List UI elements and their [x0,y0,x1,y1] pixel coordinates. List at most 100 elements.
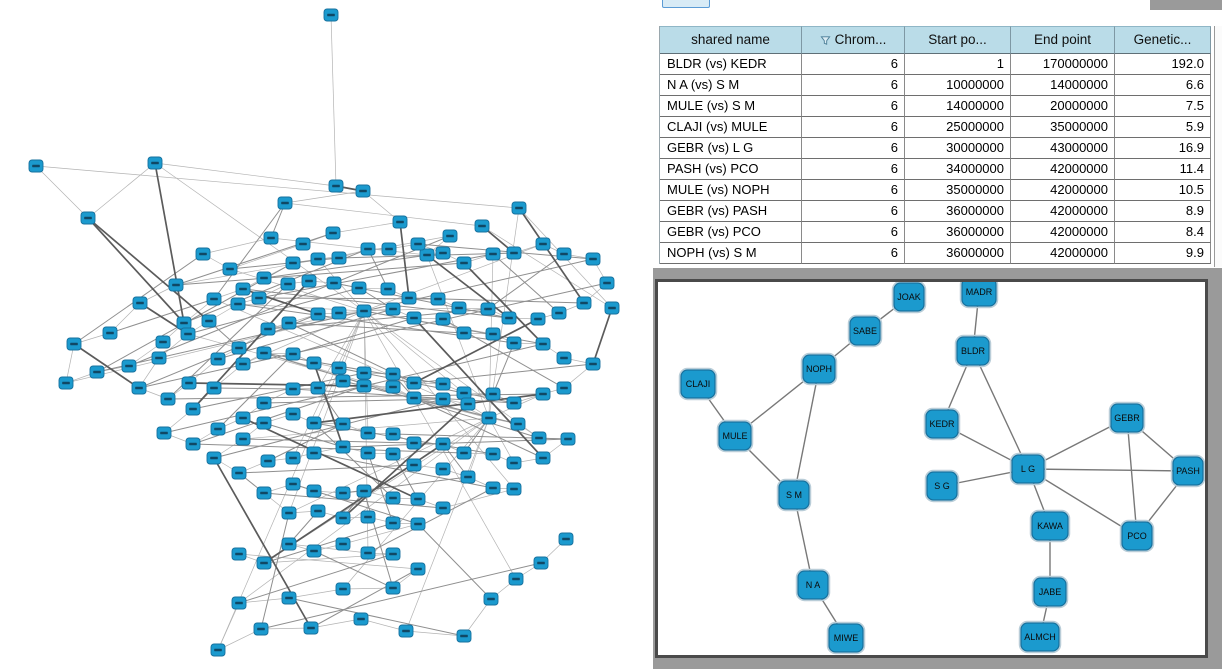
network-node[interactable] [531,431,547,445]
network-node[interactable] [410,517,426,531]
network-node[interactable] [360,446,376,460]
network-node[interactable] [331,361,347,375]
network-node[interactable] [535,451,551,465]
network-node[interactable] [385,491,401,505]
network-node[interactable] [210,422,226,436]
network-node[interactable] [281,506,297,520]
network-node[interactable] [335,417,351,431]
network-node[interactable] [253,622,269,636]
network-node[interactable] [335,486,351,500]
network-node[interactable] [419,248,435,262]
table-row[interactable]: BLDR (vs) KEDR 6 1 170000000 192.0 [660,54,1212,75]
network-node[interactable] [256,396,272,410]
network-node[interactable] [310,381,326,395]
network-node[interactable] [285,477,301,491]
network-node[interactable] [235,282,251,296]
network-node[interactable] [356,304,372,318]
network-node[interactable] [576,296,592,310]
network-node[interactable] [335,440,351,454]
network-node[interactable] [501,311,517,325]
network-node[interactable] [410,562,426,576]
network-node[interactable] [435,246,451,260]
network-node-n-a[interactable]: N A [795,568,831,602]
network-node[interactable] [485,247,501,261]
network-node-noph[interactable]: NOPH [800,352,838,386]
network-node[interactable] [231,596,247,610]
network-node-s-g[interactable]: S G [924,469,960,503]
network-node[interactable] [121,359,137,373]
network-node[interactable] [385,516,401,530]
network-node[interactable] [310,252,326,266]
network-node[interactable] [306,544,322,558]
network-node[interactable] [310,307,326,321]
network-node[interactable] [206,381,222,395]
network-node-bldr[interactable]: BLDR [954,334,992,368]
network-node[interactable] [281,591,297,605]
network-node[interactable] [380,282,396,296]
network-node[interactable] [410,492,426,506]
network-node[interactable] [180,327,196,341]
network-node[interactable] [406,391,422,405]
network-node[interactable] [435,462,451,476]
network-node[interactable] [155,335,171,349]
network-node[interactable] [206,292,222,306]
column-header-end-point[interactable]: End point [1011,26,1115,54]
network-node[interactable] [585,252,601,266]
network-node[interactable] [451,301,467,315]
network-node[interactable] [195,247,211,261]
network-node[interactable] [485,387,501,401]
network-node-l-g[interactable]: L G [1009,452,1047,486]
network-node[interactable] [147,156,163,170]
network-node[interactable] [474,219,490,233]
column-header-chrom[interactable]: Chrom... [802,26,905,54]
network-node[interactable] [406,458,422,472]
network-node[interactable] [256,416,272,430]
table-scrollbar[interactable] [1214,26,1222,267]
network-node[interactable] [325,226,341,240]
network-node[interactable] [460,397,476,411]
network-node[interactable] [508,572,524,586]
network-node[interactable] [456,256,472,270]
network-node[interactable] [151,351,167,365]
column-header-shared-name[interactable]: shared name [660,26,802,54]
network-node[interactable] [356,366,372,380]
network-node[interactable] [331,251,347,265]
table-row[interactable]: MULE (vs) NOPH 6 35000000 42000000 10.5 [660,180,1212,201]
network-node[interactable] [201,314,217,328]
network-node[interactable] [556,247,572,261]
table-row[interactable]: NOPH (vs) S M 6 36000000 42000000 9.9 [660,243,1212,264]
network-node-madr[interactable]: MADR [959,282,999,309]
network-node[interactable] [585,357,601,371]
network-node-gebr[interactable]: GEBR [1108,401,1146,435]
network-node[interactable] [80,211,96,225]
network-node[interactable] [356,379,372,393]
network-node[interactable] [599,276,615,290]
network-node[interactable] [168,278,184,292]
network-node[interactable] [58,376,74,390]
network-node[interactable] [335,582,351,596]
network-node[interactable] [28,159,44,173]
network-node[interactable] [285,407,301,421]
network-node[interactable] [385,380,401,394]
network-node[interactable] [256,346,272,360]
network-node[interactable] [510,417,526,431]
column-header-genetic[interactable]: Genetic... [1115,26,1211,54]
network-node[interactable] [335,537,351,551]
network-node[interactable] [556,351,572,365]
network-node[interactable] [185,437,201,451]
network-node[interactable] [485,327,501,341]
filtered-network-canvas[interactable]: JOAK MADR SABE NOPH CLAJI MULE BLDR KEDR S G L G G… [658,282,1205,655]
network-node[interactable] [256,486,272,500]
network-node-mule[interactable]: MULE [716,419,754,453]
network-node[interactable] [251,291,267,305]
network-node[interactable] [351,281,367,295]
network-node[interactable] [231,547,247,561]
network-node[interactable] [301,274,317,288]
network-node[interactable] [435,377,451,391]
network-node[interactable] [385,447,401,461]
network-node[interactable] [263,231,279,245]
network-node[interactable] [530,312,546,326]
network-node-pco[interactable]: PCO [1119,519,1155,553]
network-node[interactable] [235,411,251,425]
network-node[interactable] [535,387,551,401]
